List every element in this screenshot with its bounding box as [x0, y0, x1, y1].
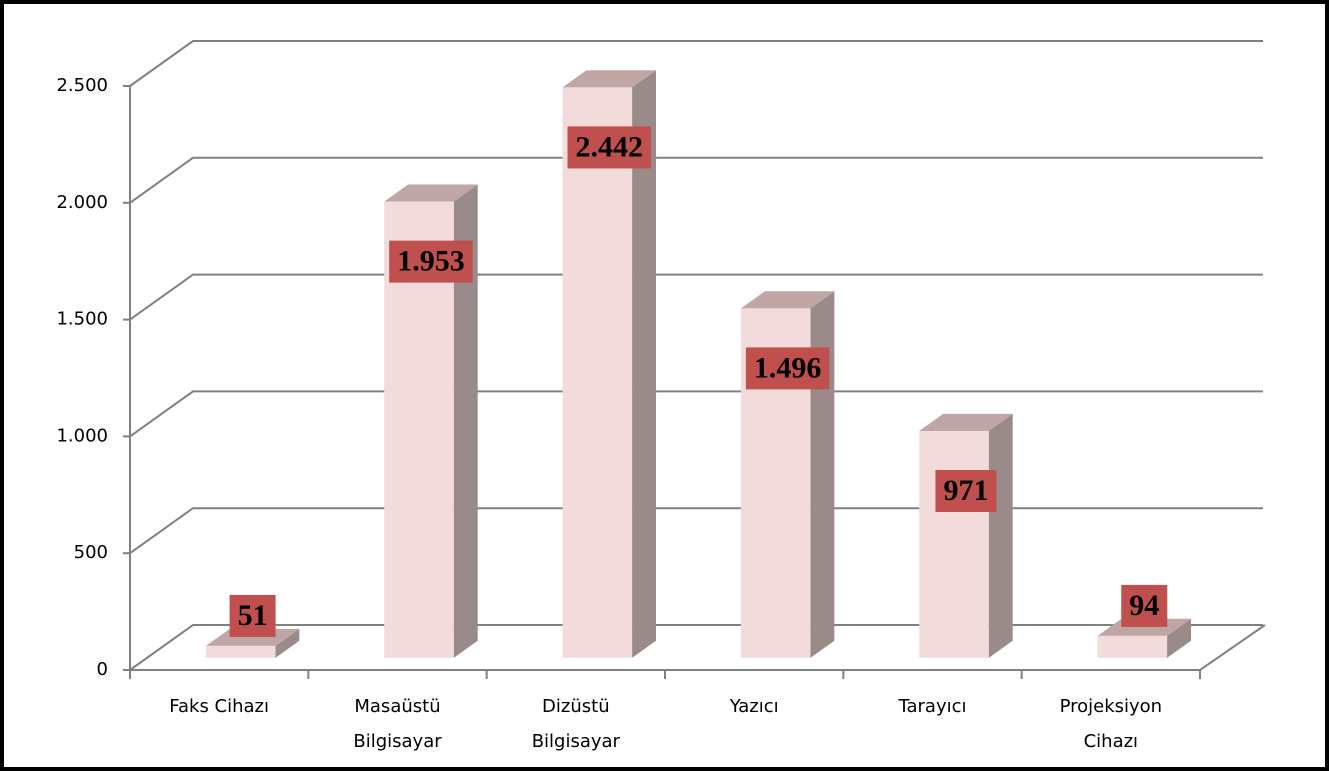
bar — [1097, 618, 1192, 658]
data-label-box — [935, 470, 997, 513]
data-label: 94 — [1121, 584, 1168, 627]
y-tick-label: 0 — [97, 659, 108, 680]
data-label-box — [389, 240, 473, 283]
bar — [205, 628, 300, 658]
data-label: 1.953 — [389, 240, 473, 283]
y-tick-label: 2.500 — [56, 75, 108, 96]
bar-top — [205, 628, 300, 646]
grid-line — [129, 156, 1263, 204]
bar-side — [275, 628, 300, 658]
data-label: 2.442 — [567, 126, 652, 169]
bar — [740, 291, 835, 658]
bar — [919, 413, 1013, 658]
data-label-text: 971 — [943, 474, 988, 507]
x-tick-label: Yazıcı — [729, 696, 779, 717]
bar-front — [562, 87, 633, 658]
x-tick-label: Tarayıcı — [897, 696, 966, 717]
data-label-text: 51 — [238, 599, 268, 632]
grid-line — [129, 273, 1263, 321]
y-tick-label: 1.500 — [56, 309, 108, 330]
data-label: 51 — [229, 594, 276, 637]
bar-top — [919, 413, 1013, 432]
grid-line — [129, 507, 1263, 555]
bar-front — [205, 645, 276, 658]
bar-front — [919, 431, 989, 658]
data-label-box — [567, 126, 652, 169]
data-label-text: 94 — [1129, 589, 1159, 622]
data-label: 1.496 — [745, 347, 830, 390]
data-label: 971 — [935, 470, 997, 513]
data-label-box — [1121, 584, 1168, 627]
bar-top — [384, 184, 478, 202]
bar-top — [562, 70, 657, 88]
bar-side — [453, 184, 478, 658]
data-label-text: 1.496 — [754, 351, 822, 384]
data-label-text: 1.953 — [397, 245, 465, 278]
bar-side — [1167, 618, 1192, 658]
bar-top — [1097, 618, 1192, 636]
x-tick-label: Dizüstü Bilgisayar — [532, 696, 621, 752]
data-label-text: 2.442 — [576, 130, 644, 163]
y-tick-label: 500 — [74, 542, 108, 563]
bar-front — [1097, 635, 1168, 658]
bar-side — [988, 413, 1013, 658]
grid-line — [129, 390, 1263, 438]
x-tick-label: Masaüstü Bilgisayar — [353, 696, 442, 752]
y-tick-label: 2.000 — [56, 192, 108, 213]
y-tick-label: 1.000 — [56, 425, 108, 446]
data-label-box — [229, 594, 276, 637]
bar-side — [810, 291, 835, 658]
x-tick-label: Faks Cihazı — [169, 696, 269, 717]
grid-line — [129, 624, 1263, 671]
x-tick-label: Projeksiyon Cihazı — [1060, 696, 1163, 752]
bar-top — [740, 291, 835, 309]
grid-line — [129, 40, 1263, 87]
floor-edge — [1199, 624, 1266, 671]
bar — [562, 70, 657, 658]
bar-side — [632, 70, 657, 658]
data-label-box — [745, 347, 830, 390]
